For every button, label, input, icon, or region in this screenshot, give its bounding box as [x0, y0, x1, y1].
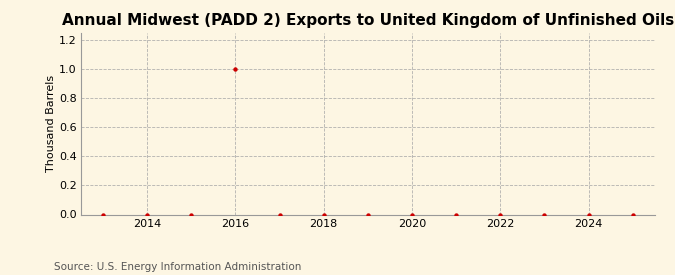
Point: [186, 212, 196, 217]
Title: Annual Midwest (PADD 2) Exports to United Kingdom of Unfinished Oils: Annual Midwest (PADD 2) Exports to Unite…: [61, 13, 674, 28]
Point: [362, 212, 373, 217]
Point: [230, 67, 241, 72]
Point: [274, 212, 285, 217]
Point: [319, 212, 329, 217]
Point: [142, 212, 153, 217]
Point: [98, 212, 109, 217]
Point: [539, 212, 550, 217]
Text: Source: U.S. Energy Information Administration: Source: U.S. Energy Information Administ…: [54, 262, 301, 272]
Y-axis label: Thousand Barrels: Thousand Barrels: [47, 75, 56, 172]
Point: [495, 212, 506, 217]
Point: [451, 212, 462, 217]
Point: [406, 212, 417, 217]
Point: [627, 212, 638, 217]
Point: [583, 212, 594, 217]
